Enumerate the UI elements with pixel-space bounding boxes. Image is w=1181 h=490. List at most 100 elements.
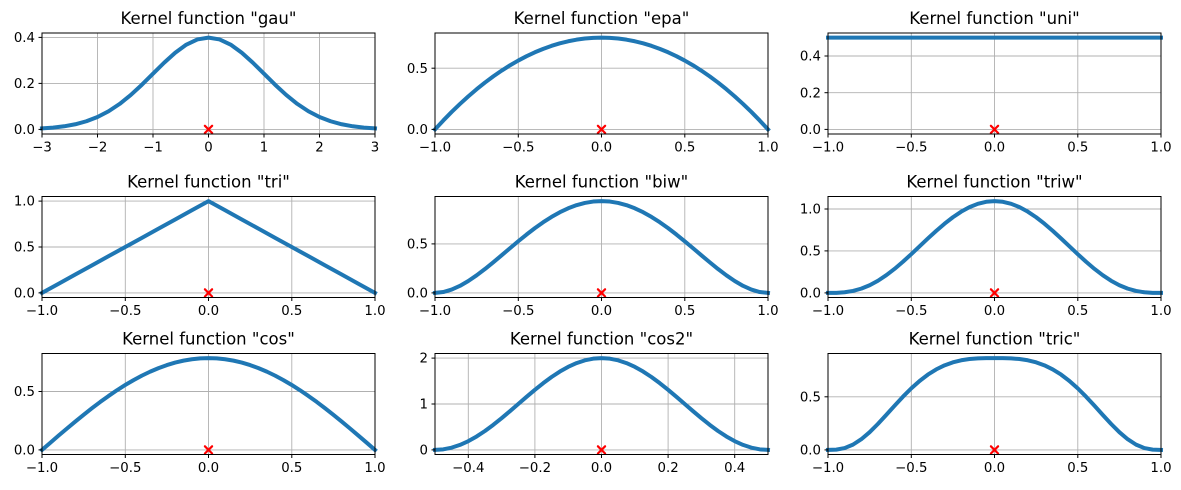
x-tick-label: 3 xyxy=(371,141,379,156)
kernel-curve-biw xyxy=(432,199,771,296)
plot-title-gau: Kernel function "gau" xyxy=(121,9,297,28)
y-tick-label: 0.0 xyxy=(407,123,428,138)
x-tick-label: 1.0 xyxy=(1150,461,1171,476)
x-tick-label: −1.0 xyxy=(419,304,451,319)
x-tick-label: 1.0 xyxy=(1150,304,1171,319)
x-tick-label: 1.0 xyxy=(757,141,778,156)
y-tick-label: 0.5 xyxy=(407,62,428,77)
x-tick-label: 1.0 xyxy=(364,461,385,476)
x-tick-label: 0.0 xyxy=(984,461,1005,476)
y-tick-label: 0.2 xyxy=(14,77,35,92)
x-tick-label: 0.5 xyxy=(281,304,302,319)
y-tick-label: 0.0 xyxy=(800,444,821,459)
x-tick-label: 0.0 xyxy=(984,141,1005,156)
x-tick-label: 0.0 xyxy=(198,461,219,476)
y-tick-label: 0.5 xyxy=(407,238,428,253)
plot-title-uni: Kernel function "uni" xyxy=(909,9,1079,28)
origin-marker-icon xyxy=(989,288,1000,298)
x-tick-label: 0.2 xyxy=(658,461,679,476)
kernel-curve-tri xyxy=(39,199,378,296)
x-tick-label: 0.5 xyxy=(674,141,695,156)
x-tick-label: 2 xyxy=(315,141,323,156)
subplot-epa: −1.0 −0.5 0.0 0.5 1.0 0.0 0.5 Kernel function "… xyxy=(407,9,779,156)
kernel-curve-cos2 xyxy=(432,356,771,453)
y-tick-label: 0.2 xyxy=(800,86,821,101)
x-tick-label: −0.5 xyxy=(895,461,927,476)
plot-title-tri: Kernel function "tri" xyxy=(127,173,290,192)
y-tick-label: 0.4 xyxy=(14,31,35,46)
y-tick-label: 0.0 xyxy=(14,287,35,302)
y-tick-label: 0.0 xyxy=(407,287,428,302)
kernel-curve-tric xyxy=(825,356,1164,452)
x-tick-label: −1 xyxy=(143,141,163,156)
origin-marker-icon xyxy=(596,124,607,135)
x-tick-label: 0.0 xyxy=(591,141,612,156)
x-tick-label: 0 xyxy=(204,141,212,156)
subplot-gau: −3 −2 −1 0 1 2 3 0.0 0.2 0.4 Kernel function "gau" xyxy=(14,9,379,156)
x-tick-label: −1.0 xyxy=(26,461,58,476)
x-tick-label: 1.0 xyxy=(1150,141,1171,156)
x-tick-label: −0.5 xyxy=(895,141,927,156)
y-tick-label: 0.0 xyxy=(14,123,35,138)
x-tick-label: 1.0 xyxy=(364,304,385,319)
x-tick-label: 0.4 xyxy=(724,461,745,476)
y-tick-label: 1 xyxy=(420,398,428,413)
x-tick-label: −1.0 xyxy=(812,304,844,319)
kernel-curve-cos xyxy=(39,356,378,453)
y-tick-label: 0.0 xyxy=(800,287,821,302)
y-tick-label: 0.0 xyxy=(800,123,821,138)
x-tick-label: −1.0 xyxy=(26,304,58,319)
x-tick-label: 0.5 xyxy=(1067,141,1088,156)
origin-marker-icon xyxy=(989,445,1000,455)
x-tick-label: 0.0 xyxy=(591,304,612,319)
x-tick-label: −2 xyxy=(88,141,108,156)
plot-title-cos: Kernel function "cos" xyxy=(122,330,295,349)
subplot-tric: −1.0 −0.5 0.0 0.5 1.0 0.0 0.5 Kernel function "… xyxy=(800,330,1172,477)
subplot-cos2: −0.4 −0.2 0.0 0.2 0.4 0 1 2 Kernel function "cos… xyxy=(420,330,771,476)
x-tick-label: −1.0 xyxy=(812,461,844,476)
y-tick-label: 1.0 xyxy=(800,203,821,218)
plot-title-biw: Kernel function "biw" xyxy=(515,173,688,192)
x-tick-label: −0.4 xyxy=(452,461,484,476)
x-tick-label: 0.5 xyxy=(1067,304,1088,319)
origin-marker-icon xyxy=(596,445,607,455)
x-tick-label: −0.5 xyxy=(895,304,927,319)
x-tick-label: −3 xyxy=(32,141,52,156)
origin-marker-icon xyxy=(203,124,214,135)
x-tick-label: 0.5 xyxy=(1067,461,1088,476)
y-tick-label: 0.0 xyxy=(14,444,35,459)
origin-marker-icon xyxy=(203,288,214,298)
kernel-curve-triw xyxy=(825,199,1164,295)
x-tick-label: −1.0 xyxy=(812,141,844,156)
x-tick-label: 0.0 xyxy=(198,304,219,319)
x-tick-label: 1.0 xyxy=(757,304,778,319)
subplot-biw: −1.0 −0.5 0.0 0.5 1.0 0.0 0.5 Kernel function "… xyxy=(407,173,779,320)
x-tick-label: −0.5 xyxy=(109,304,141,319)
origin-marker-icon xyxy=(596,288,607,298)
x-tick-label: −0.5 xyxy=(502,304,534,319)
subplot-tri: −1.0 −0.5 0.0 0.5 1.0 0.0 0.5 1.0 Kernel functio… xyxy=(14,173,386,320)
y-tick-label: 0 xyxy=(420,444,428,459)
y-tick-label: 0.5 xyxy=(800,245,821,260)
y-tick-label: 0.5 xyxy=(800,390,821,405)
x-tick-label: 1 xyxy=(260,141,268,156)
plot-title-tric: Kernel function "tric" xyxy=(909,330,1081,349)
x-tick-label: 0.0 xyxy=(591,461,612,476)
y-tick-label: 0.5 xyxy=(14,241,35,256)
y-tick-label: 0.4 xyxy=(800,50,821,65)
subplot-cos: −1.0 −0.5 0.0 0.5 1.0 0.0 0.5 Kernel function "… xyxy=(14,330,386,477)
x-tick-label: 0.5 xyxy=(674,304,695,319)
x-tick-label: −0.5 xyxy=(502,141,534,156)
y-tick-label: 1.0 xyxy=(14,195,35,210)
x-tick-label: −1.0 xyxy=(419,141,451,156)
x-tick-label: −0.2 xyxy=(519,461,551,476)
x-tick-label: −0.5 xyxy=(109,461,141,476)
plot-title-triw: Kernel function "triw" xyxy=(906,173,1082,192)
origin-marker-icon xyxy=(203,445,214,455)
subplot-uni: −1.0 −0.5 0.0 0.5 1.0 0.0 0.2 0.4 Kernel functio… xyxy=(800,9,1172,156)
y-tick-label: 0.5 xyxy=(14,385,35,400)
subplot-triw: −1.0 −0.5 0.0 0.5 1.0 0.0 0.5 1.0 Kernel functio… xyxy=(800,173,1172,320)
origin-marker-icon xyxy=(989,124,1000,135)
x-tick-label: 0.5 xyxy=(281,461,302,476)
